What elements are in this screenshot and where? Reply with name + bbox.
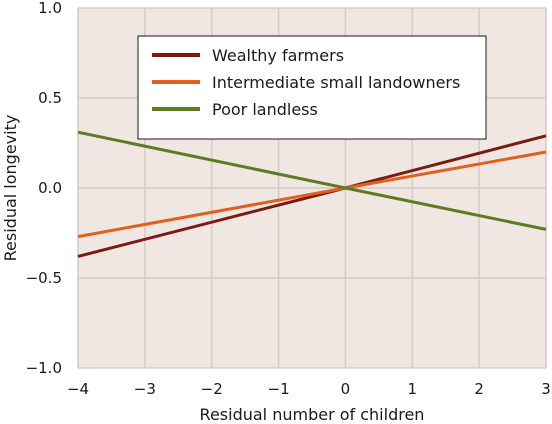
y-axis-ticks: 1.0 0.5 0.0 −0.5 −1.0 — [26, 0, 62, 377]
legend-box — [137, 35, 487, 140]
y-tick-label: 0.0 — [38, 179, 62, 197]
y-tick-label: −1.0 — [26, 359, 62, 377]
x-tick-label: −3 — [134, 380, 156, 398]
legend-label: Poor landless — [212, 100, 318, 119]
x-tick-label: −4 — [67, 380, 89, 398]
x-tick-label: 2 — [474, 380, 484, 398]
legend-label: Wealthy farmers — [212, 46, 344, 65]
series-lines — [77, 130, 547, 258]
x-tick-label: 3 — [541, 380, 551, 398]
x-axis-ticks: −4 −3 −2 −1 0 1 2 3 — [67, 380, 551, 398]
y-axis-title: Residual longevity — [1, 115, 20, 262]
legend-label: Intermediate small landowners — [212, 73, 460, 92]
y-tick-label: 0.5 — [38, 89, 62, 107]
x-tick-label: −2 — [201, 380, 223, 398]
x-axis-title: Residual number of children — [200, 405, 425, 424]
x-tick-label: 1 — [408, 380, 418, 398]
legend: Wealthy farmers Intermediate small landow… — [137, 35, 487, 140]
series-line — [77, 130, 547, 231]
x-tick-label: −1 — [268, 380, 290, 398]
x-tick-label: 0 — [341, 380, 351, 398]
y-tick-label: 1.0 — [38, 0, 62, 17]
y-tick-label: −0.5 — [26, 269, 62, 287]
